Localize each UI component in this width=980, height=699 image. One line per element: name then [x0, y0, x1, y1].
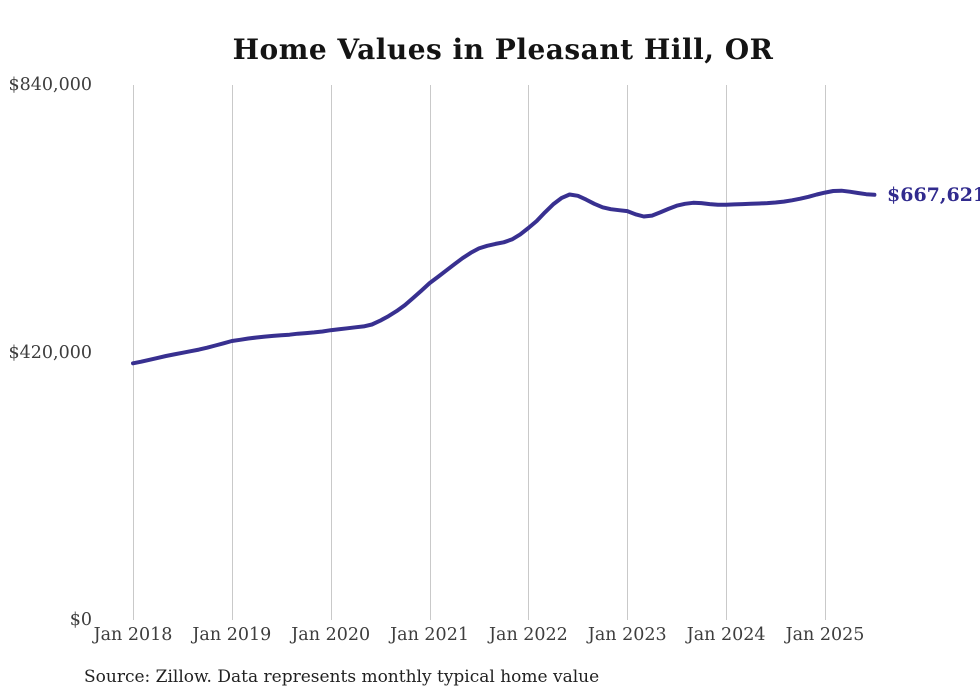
- x-axis-tick-label: Jan 2023: [587, 625, 667, 645]
- y-axis-tick-label: $420,000: [8, 342, 92, 363]
- x-axis-tick-label: Jan 2022: [489, 625, 568, 645]
- x-axis-tick-label: Jan 2018: [93, 625, 173, 645]
- latest-value-label: $667,621: [887, 183, 980, 206]
- x-axis-tick-label: Jan 2025: [785, 625, 865, 645]
- home-value-line: [131, 188, 877, 366]
- y-axis-tick-label: $840,000: [8, 75, 92, 95]
- x-axis-tick-label: Jan 2021: [390, 625, 469, 645]
- x-axis-tick-label: Jan 2019: [192, 625, 272, 645]
- x-axis-tick-label: Jan 2024: [686, 625, 766, 645]
- chart-title: Home Values in Pleasant Hill, OR: [232, 33, 774, 66]
- y-axis-tick-label: $0: [69, 610, 92, 630]
- source-note: Source: Zillow. Data represents monthly …: [84, 667, 600, 687]
- x-axis-tick-label: Jan 2020: [291, 625, 371, 645]
